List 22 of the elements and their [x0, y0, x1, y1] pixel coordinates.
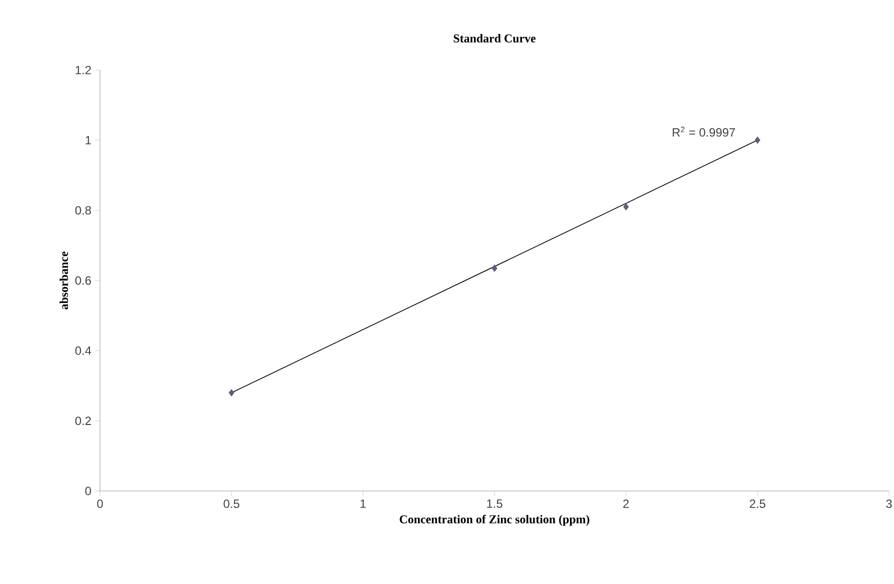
y-axis-title: absorbance: [60, 252, 68, 310]
y-tick-label: 0.8: [75, 206, 91, 215]
annotation: R$^{2}$ = 0.9997: [672, 126, 735, 137]
x-tick-label: 0: [97, 500, 103, 508]
x-tick-label: 2: [623, 500, 629, 508]
y-tick-label: 0: [85, 486, 92, 496]
x-tick-label: 1.5: [487, 500, 502, 508]
y-tick-label: 1.2: [76, 66, 91, 74]
chart-title: Standard Curve: [454, 34, 536, 42]
y-tick-label: 1: [86, 136, 91, 144]
y-tick-label: 0.4: [75, 346, 92, 355]
point: [754, 136, 760, 144]
x-axis-title: Concentration of Zinc solution (ppm): [400, 514, 590, 526]
x-tick-label: 1: [360, 500, 366, 508]
point: [623, 203, 629, 211]
point: [492, 264, 498, 272]
y-tick-label: 0.2: [75, 416, 91, 426]
y-tick-label: 0.6: [75, 276, 91, 285]
point: [228, 389, 234, 396]
x-tick-label: 2.5: [750, 500, 766, 508]
x-tick-label: 3: [886, 500, 892, 508]
x-tick-label: 0.5: [224, 500, 240, 508]
